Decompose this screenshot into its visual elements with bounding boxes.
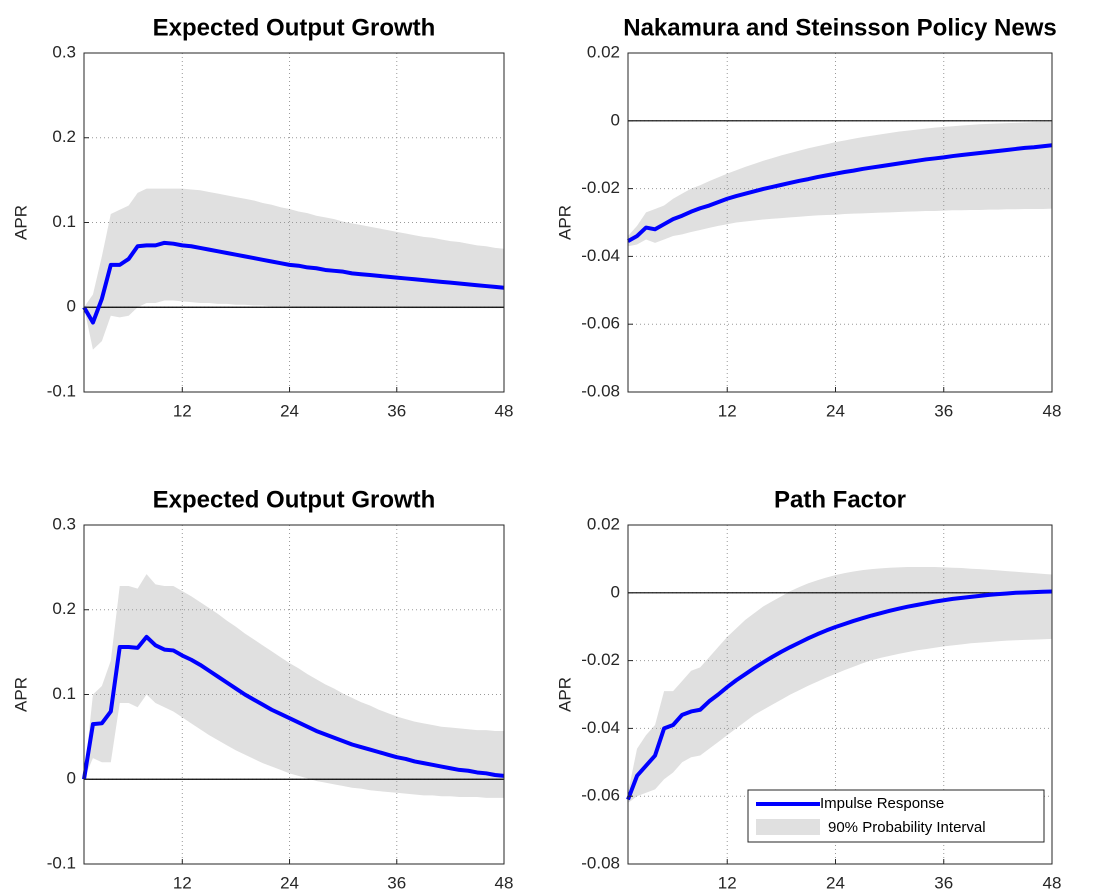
y-axis-label: APR xyxy=(11,205,30,240)
legend-label: Impulse Response xyxy=(820,795,944,812)
probability-band xyxy=(84,574,504,798)
x-tick-label: 48 xyxy=(495,873,514,892)
y-axis-label: APR xyxy=(555,205,574,240)
chart-title: Nakamura and Steinsson Policy News xyxy=(623,14,1057,41)
impulse-response-line xyxy=(82,634,505,780)
chart-title: Path Factor xyxy=(774,486,906,513)
y-axis-label: APR xyxy=(555,677,574,712)
y-tick-label: 0 xyxy=(611,110,620,129)
x-tick-label: 36 xyxy=(934,873,953,892)
x-tick-label: 24 xyxy=(280,873,299,892)
y-tick-label: 0.1 xyxy=(52,684,76,703)
x-tick-label: 36 xyxy=(934,401,953,420)
probability-band xyxy=(628,121,1052,247)
y-tick-label: 0.3 xyxy=(52,514,76,533)
y-tick-label: 0.02 xyxy=(587,514,620,533)
y-tick-label: -0.08 xyxy=(581,381,620,400)
y-tick-label: -0.06 xyxy=(581,314,620,333)
x-tick-label: 36 xyxy=(387,873,406,892)
x-tick-label: 12 xyxy=(173,873,192,892)
x-tick-label: 48 xyxy=(1043,873,1062,892)
x-tick-label: 36 xyxy=(387,401,406,420)
y-tick-label: 0 xyxy=(611,582,620,601)
y-tick-label: -0.04 xyxy=(581,718,620,737)
x-tick-label: 12 xyxy=(718,873,737,892)
impulse-response-line xyxy=(626,589,1053,801)
y-tick-label: 0 xyxy=(67,297,76,316)
y-tick-label: -0.02 xyxy=(581,650,620,669)
axes-box xyxy=(627,52,1053,393)
x-tick-label: 12 xyxy=(173,401,192,420)
y-tick-label: 0.3 xyxy=(52,42,76,61)
y-tick-label: -0.02 xyxy=(581,178,620,197)
y-tick-label: -0.08 xyxy=(581,853,620,872)
y-tick-label: -0.04 xyxy=(581,246,620,265)
x-tick-label: 12 xyxy=(718,401,737,420)
x-tick-label: 24 xyxy=(280,401,299,420)
y-tick-label: -0.06 xyxy=(581,786,620,805)
chart-title: Expected Output Growth xyxy=(153,486,436,513)
x-tick-label: 48 xyxy=(495,401,514,420)
probability-band xyxy=(628,567,1052,803)
y-axis-label: APR xyxy=(11,677,30,712)
legend-band-swatch xyxy=(756,819,820,835)
y-tick-label: -0.1 xyxy=(47,381,76,400)
probability-band xyxy=(84,188,504,350)
impulse-response-line xyxy=(627,143,1053,243)
y-tick-label: -0.1 xyxy=(47,853,76,872)
x-tick-label: 48 xyxy=(1043,401,1062,420)
y-tick-label: 0 xyxy=(67,769,76,788)
x-tick-label: 24 xyxy=(826,873,845,892)
y-tick-label: 0.2 xyxy=(52,127,76,146)
chart-title: Expected Output Growth xyxy=(153,14,436,41)
y-tick-label: 0.2 xyxy=(52,599,76,618)
axes-box xyxy=(627,524,1053,865)
x-tick-label: 24 xyxy=(826,401,845,420)
legend-label: 90% Probability Interval xyxy=(828,819,986,836)
impulse-response-line xyxy=(82,240,505,325)
y-tick-label: 0.1 xyxy=(52,212,76,231)
y-tick-label: 0.02 xyxy=(587,42,620,61)
